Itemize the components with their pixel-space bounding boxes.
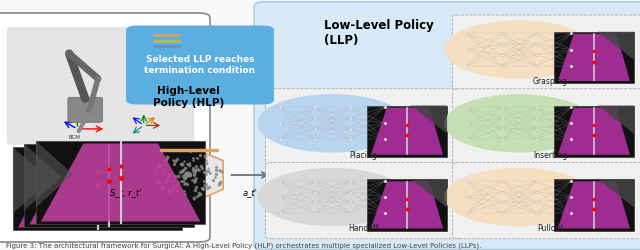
- FancyBboxPatch shape: [68, 97, 102, 122]
- FancyBboxPatch shape: [554, 32, 634, 83]
- FancyBboxPatch shape: [254, 2, 640, 250]
- FancyBboxPatch shape: [8, 28, 194, 144]
- FancyBboxPatch shape: [367, 106, 447, 157]
- Circle shape: [444, 168, 594, 226]
- Circle shape: [257, 168, 407, 226]
- Polygon shape: [598, 32, 634, 60]
- Text: Selected LLP reaches
termination condition: Selected LLP reaches termination conditi…: [145, 54, 255, 76]
- Polygon shape: [598, 106, 634, 134]
- Polygon shape: [41, 144, 200, 222]
- Polygon shape: [557, 108, 630, 155]
- Circle shape: [444, 94, 594, 152]
- Text: Handoff: Handoff: [348, 224, 378, 233]
- FancyBboxPatch shape: [452, 15, 640, 91]
- Polygon shape: [557, 181, 630, 228]
- Polygon shape: [371, 108, 443, 155]
- FancyBboxPatch shape: [126, 26, 274, 104]
- Text: Low-Level Policy
(LLP): Low-Level Policy (LLP): [324, 19, 433, 47]
- FancyBboxPatch shape: [266, 89, 461, 165]
- FancyBboxPatch shape: [554, 179, 634, 230]
- Polygon shape: [18, 150, 177, 228]
- Polygon shape: [29, 146, 189, 224]
- FancyBboxPatch shape: [554, 106, 634, 157]
- Polygon shape: [411, 179, 447, 208]
- Text: Pullout: Pullout: [537, 224, 563, 233]
- FancyBboxPatch shape: [452, 89, 640, 165]
- Polygon shape: [557, 34, 630, 81]
- Polygon shape: [36, 141, 73, 208]
- FancyBboxPatch shape: [367, 179, 447, 230]
- FancyBboxPatch shape: [24, 144, 194, 227]
- FancyBboxPatch shape: [266, 162, 461, 239]
- Polygon shape: [154, 146, 223, 204]
- Polygon shape: [598, 179, 634, 208]
- Text: Inserting: Inserting: [533, 150, 567, 160]
- Polygon shape: [13, 147, 50, 214]
- Circle shape: [444, 20, 594, 79]
- Text: BCM: BCM: [68, 135, 80, 140]
- FancyBboxPatch shape: [0, 13, 210, 242]
- Text: S_t, r_t': S_t, r_t': [110, 188, 141, 197]
- Polygon shape: [371, 181, 443, 228]
- Circle shape: [257, 94, 407, 152]
- Polygon shape: [411, 106, 447, 134]
- FancyBboxPatch shape: [452, 162, 640, 239]
- FancyBboxPatch shape: [13, 147, 182, 230]
- Text: a_t': a_t': [243, 188, 258, 197]
- Text: Grasping: Grasping: [532, 77, 568, 86]
- Text: Placing: Placing: [349, 150, 377, 160]
- FancyBboxPatch shape: [36, 141, 205, 224]
- Text: High-Level
Policy (HLP): High-Level Policy (HLP): [153, 86, 225, 108]
- Text: Figure 3: The architectural framework for SurgicAI: A High-Level Policy (HLP) or: Figure 3: The architectural framework fo…: [6, 242, 482, 249]
- Polygon shape: [24, 144, 61, 210]
